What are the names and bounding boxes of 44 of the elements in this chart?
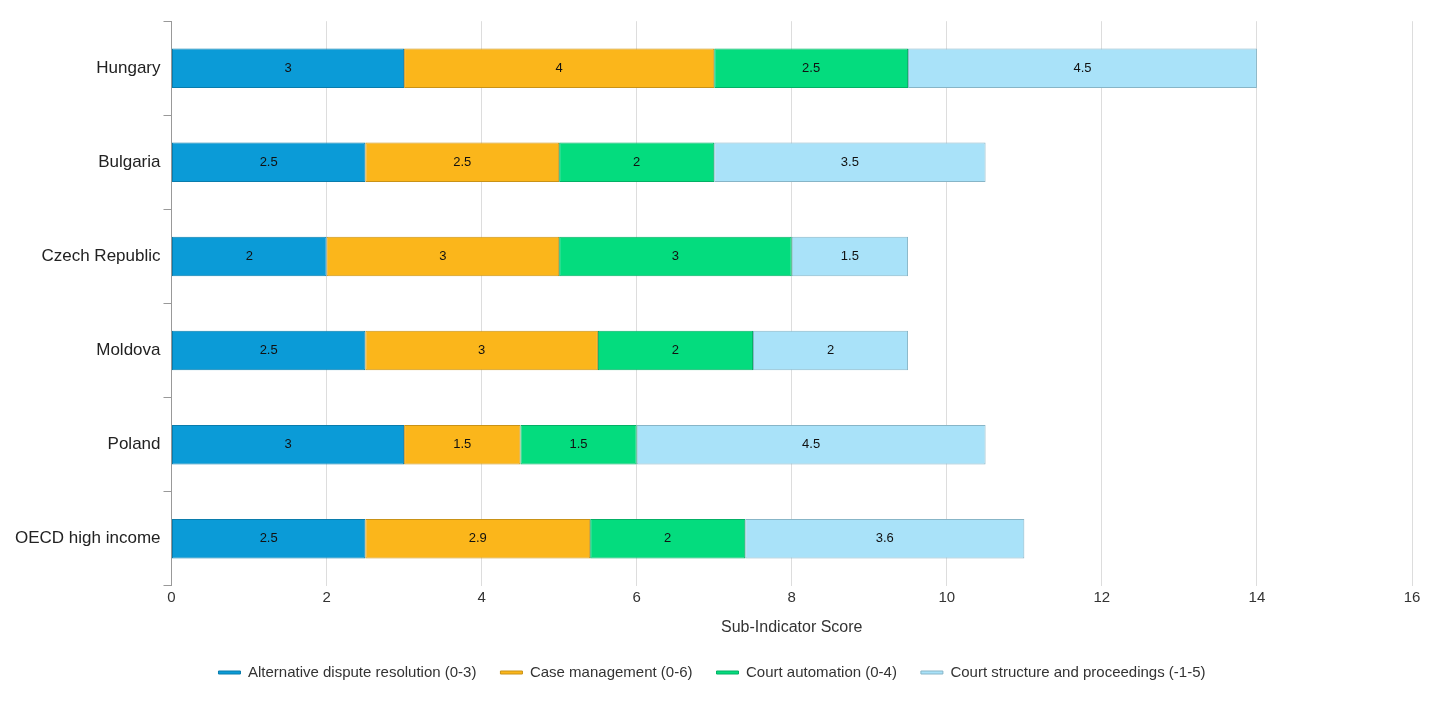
data-label: 2.5 [259,153,278,169]
data-label: 3 [478,342,486,358]
data-label: 2 [633,153,641,169]
data-label: 2.9 [468,530,487,546]
data-label: 2.5 [453,153,472,169]
x-tick-label: 12 [1093,587,1111,605]
x-tick-label: 16 [1403,587,1421,605]
data-label: 3 [439,248,447,264]
data-label: 4.5 [802,436,821,452]
legend-label: Court automation (0-4) [746,662,897,680]
data-label: 2 [664,530,672,546]
data-label: 3.5 [840,153,859,169]
x-tick-label: 4 [477,587,486,605]
legend-label: Case management (0-6) [529,662,693,680]
data-label: 3 [284,436,292,452]
data-label: 2.5 [259,342,278,358]
y-tick-label: Bulgaria [98,152,162,172]
y-tick-label: Hungary [96,57,161,77]
legend-label: Court structure and proceedings (-1-5) [950,662,1206,680]
data-label: 2 [245,248,253,264]
y-tick-label: OECD high income [14,528,161,548]
data-label: 3 [671,248,680,264]
data-label: 4 [555,59,563,75]
x-tick-label: 6 [632,587,641,605]
data-label: 1.5 [840,248,859,264]
x-tick-label: 8 [787,587,796,605]
y-tick-label: Moldova [96,340,162,360]
legend-label: Alternative dispute resolution (0-3) [247,662,477,680]
y-tick-label: Czech Republic [41,246,161,266]
data-label: 2.5 [802,59,821,75]
data-label: 1.5 [453,436,472,452]
data-label: 3 [284,59,292,75]
data-label: 2.5 [259,530,278,546]
x-tick-label: 14 [1248,587,1266,605]
x-tick-label: 10 [938,587,956,605]
data-label: 1.5 [569,436,588,452]
y-tick-label: Poland [107,434,161,454]
x-tick-label: 0 [167,587,176,605]
data-label: 2 [826,342,835,358]
data-label: 4.5 [1073,59,1092,75]
data-label: 2 [671,342,680,358]
x-tick-label: 2 [322,587,331,605]
x-axis-title: Sub-Indicator Score [721,617,863,635]
data-label: 3.6 [875,530,894,546]
